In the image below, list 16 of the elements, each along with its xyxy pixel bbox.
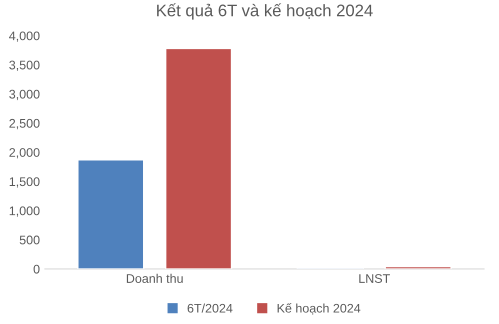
y-tick-label: 3,000 (9, 90, 40, 100)
y-tick-label: 1,000 (10, 206, 40, 217)
x-tick-label: Doanh thu (126, 274, 183, 283)
legend-label: 6T/2024 (188, 304, 232, 313)
bar (164, 48, 232, 269)
bar (77, 159, 144, 269)
y-tick-label: 3,500 (9, 60, 40, 71)
y-tick-label: 4,000 (9, 31, 40, 42)
y-tick-label: 500 (20, 236, 40, 244)
y-tick-label: 2,000 (9, 148, 40, 158)
chart-title: Kết quả 6T và kế hoạch 2024 (157, 3, 373, 20)
legend-label: Kế hoạch 2024 (278, 302, 360, 314)
y-tick-label: 0 (34, 264, 40, 274)
x-tick-label: LNST (359, 274, 390, 283)
y-tick-label: 1,500 (10, 177, 40, 188)
y-tick-label: 2,500 (9, 118, 40, 130)
